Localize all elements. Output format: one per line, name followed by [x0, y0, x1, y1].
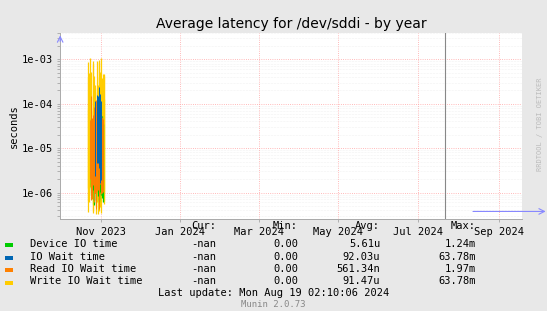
Text: 1.97m: 1.97m [445, 264, 476, 274]
Text: Cur:: Cur: [191, 220, 216, 230]
Text: -nan: -nan [191, 252, 216, 262]
Text: -nan: -nan [191, 239, 216, 249]
Text: RRDTOOL / TOBI OETIKER: RRDTOOL / TOBI OETIKER [537, 78, 543, 171]
Text: 92.03u: 92.03u [342, 252, 380, 262]
Text: 1.24m: 1.24m [445, 239, 476, 249]
Text: Last update: Mon Aug 19 02:10:06 2024: Last update: Mon Aug 19 02:10:06 2024 [158, 288, 389, 298]
Text: Munin 2.0.73: Munin 2.0.73 [241, 300, 306, 309]
Text: IO Wait time: IO Wait time [30, 252, 105, 262]
Text: Read IO Wait time: Read IO Wait time [30, 264, 136, 274]
Y-axis label: seconds: seconds [9, 104, 19, 148]
Text: 0.00: 0.00 [273, 252, 298, 262]
Text: -nan: -nan [191, 264, 216, 274]
Text: 63.78m: 63.78m [438, 276, 476, 286]
Text: 91.47u: 91.47u [342, 276, 380, 286]
Text: 561.34n: 561.34n [336, 264, 380, 274]
Text: Device IO time: Device IO time [30, 239, 118, 249]
Title: Average latency for /dev/sddi - by year: Average latency for /dev/sddi - by year [156, 17, 427, 31]
Text: -nan: -nan [191, 276, 216, 286]
Text: 0.00: 0.00 [273, 276, 298, 286]
Text: 63.78m: 63.78m [438, 252, 476, 262]
Text: Min:: Min: [273, 220, 298, 230]
Text: Write IO Wait time: Write IO Wait time [30, 276, 143, 286]
Text: 5.61u: 5.61u [349, 239, 380, 249]
Text: 0.00: 0.00 [273, 264, 298, 274]
Text: 0.00: 0.00 [273, 239, 298, 249]
Text: Max:: Max: [451, 220, 476, 230]
Text: Avg:: Avg: [355, 220, 380, 230]
